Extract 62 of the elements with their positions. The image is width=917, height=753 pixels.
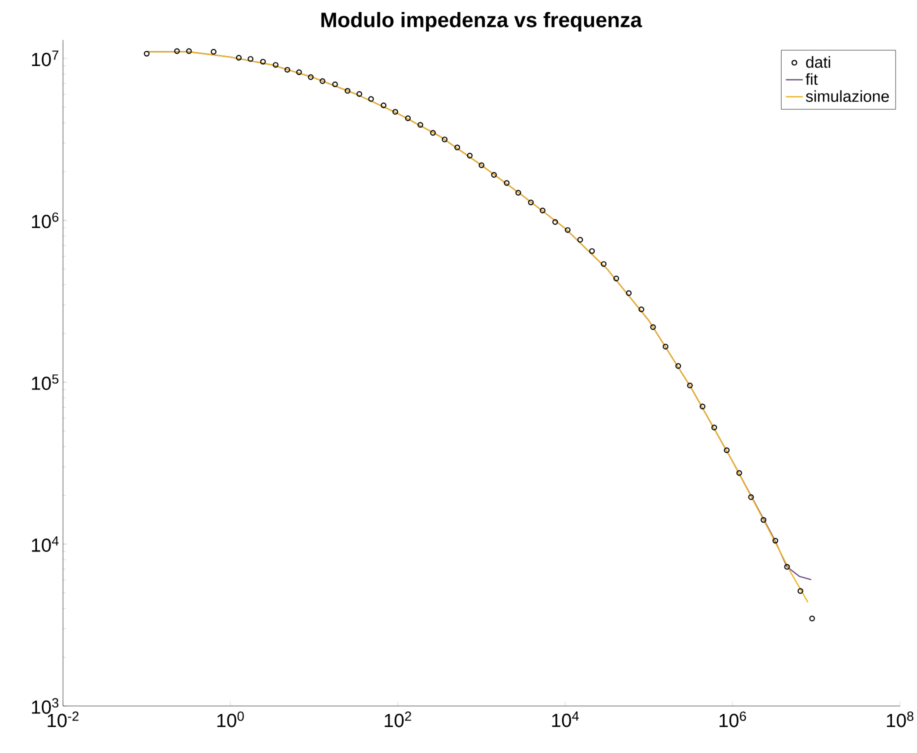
point — [724, 447, 730, 454]
point — [748, 494, 754, 500]
y-tick-label: 10$^{7}$ — [32, 50, 58, 66]
point — [564, 227, 571, 233]
point — [380, 102, 386, 108]
point — [540, 208, 546, 214]
point — [760, 517, 766, 523]
point — [798, 588, 804, 594]
point — [405, 115, 411, 122]
chart-title: Modulo impedenza vs frequenza — [321, 12, 642, 32]
point — [344, 88, 350, 94]
y-tick-label: 10$^{3}$ — [32, 698, 58, 714]
point — [626, 290, 632, 296]
point — [430, 130, 436, 136]
point — [736, 470, 742, 476]
point — [589, 248, 595, 254]
point — [466, 152, 473, 158]
point — [809, 616, 815, 622]
point — [356, 91, 362, 97]
point — [418, 122, 424, 128]
point — [784, 564, 790, 570]
point — [236, 54, 242, 61]
y-tick-label: 10$^{5}$ — [32, 374, 58, 390]
point — [491, 172, 497, 178]
x-tick-label: 10$^{6}$ — [720, 712, 746, 728]
point — [528, 200, 534, 206]
point — [675, 363, 682, 369]
point — [613, 276, 620, 282]
point — [478, 162, 484, 168]
point — [248, 56, 254, 62]
point — [515, 190, 522, 196]
point — [284, 66, 290, 73]
point — [772, 538, 778, 544]
y-tick-label: 10$^{6}$ — [32, 212, 58, 228]
point — [577, 236, 584, 243]
point — [687, 382, 693, 388]
point — [600, 261, 607, 267]
legend-label: simulazione — [806, 90, 889, 102]
y-tick-label: 10$^{4}$ — [32, 536, 59, 552]
point — [638, 306, 644, 312]
point — [454, 144, 460, 150]
point — [504, 180, 510, 186]
point — [700, 404, 706, 410]
point — [442, 136, 448, 142]
point — [711, 424, 718, 430]
point — [392, 108, 398, 115]
x-tick-label: 10$^{8}$ — [886, 712, 914, 728]
legend-label: fit — [806, 73, 818, 85]
point — [272, 62, 278, 68]
x-tick-label: 10$^{2}$ — [384, 712, 412, 728]
point — [552, 219, 558, 225]
point — [308, 74, 314, 80]
legend-label: dati — [806, 56, 830, 68]
x-tick-label: 10$^{4}$ — [552, 712, 579, 728]
point — [368, 96, 374, 102]
point — [296, 69, 302, 76]
point — [320, 78, 326, 84]
point — [332, 81, 338, 88]
point — [260, 58, 266, 65]
x-tick-label: 10$^{0}$ — [217, 712, 244, 728]
point — [650, 324, 656, 330]
point — [662, 344, 668, 350]
